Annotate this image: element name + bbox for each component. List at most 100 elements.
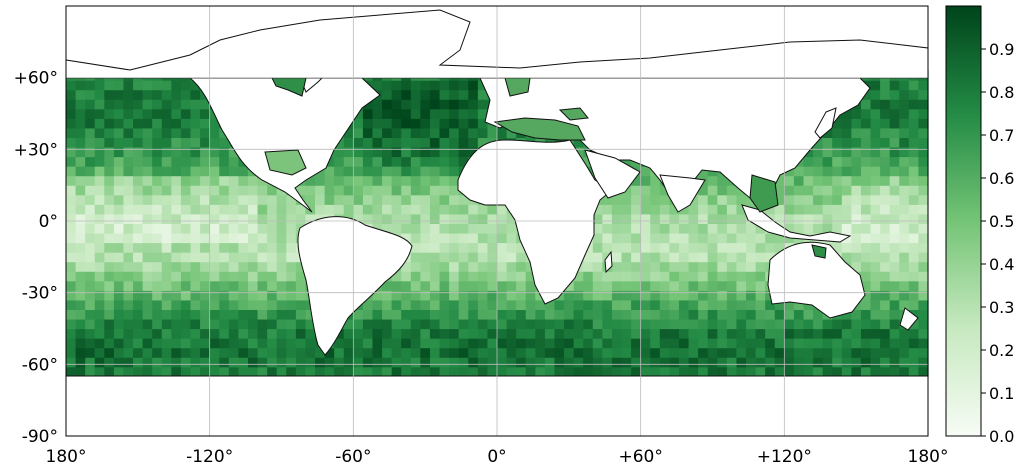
- data-cell: [85, 156, 96, 167]
- data-cell: [123, 194, 134, 205]
- data-cell: [353, 175, 364, 186]
- data-cell: [75, 357, 86, 368]
- data-cell: [391, 118, 402, 129]
- data-cell: [209, 347, 220, 358]
- data-cell: [142, 252, 153, 263]
- data-cell: [564, 309, 575, 320]
- data-cell: [315, 185, 326, 196]
- data-cell: [870, 137, 881, 148]
- data-cell: [104, 223, 115, 234]
- data-cell: [104, 366, 115, 377]
- data-cell: [678, 338, 690, 349]
- data-cell: [85, 299, 96, 310]
- data-cell: [860, 347, 872, 358]
- data-cell: [257, 232, 268, 244]
- data-cell: [841, 108, 852, 119]
- data-cell: [717, 318, 728, 330]
- data-cell: [516, 299, 527, 310]
- data-cell: [353, 328, 364, 339]
- data-cell: [726, 252, 738, 263]
- data-cell: [123, 99, 134, 110]
- data-cell: [784, 299, 795, 310]
- data-cell: [305, 309, 316, 320]
- data-cell: [621, 290, 632, 301]
- data-cell: [142, 261, 153, 272]
- data-cell: [247, 175, 259, 186]
- data-cell: [449, 166, 460, 177]
- data-cell: [803, 318, 814, 330]
- data-cell: [678, 366, 690, 377]
- data-cell: [228, 146, 239, 158]
- data-cell: [219, 347, 230, 358]
- data-cell: [688, 299, 699, 310]
- data-cell: [123, 357, 134, 368]
- data-cell: [516, 242, 527, 253]
- data-cell: [851, 318, 862, 330]
- data-cell: [650, 328, 661, 339]
- data-cell: [94, 185, 105, 196]
- data-cell: [161, 271, 172, 282]
- data-cell: [161, 318, 172, 330]
- data-cell: [113, 309, 125, 320]
- data-cell: [161, 242, 172, 253]
- data-cell: [736, 271, 747, 282]
- data-cell: [94, 118, 105, 129]
- data-cell: [362, 328, 374, 339]
- data-cell: [420, 261, 431, 272]
- data-cell: [908, 366, 920, 377]
- data-cell: [200, 299, 211, 310]
- data-cell: [631, 175, 642, 186]
- data-cell: [573, 290, 584, 301]
- data-cell: [362, 175, 374, 186]
- data-cell: [880, 223, 891, 234]
- data-cell: [267, 261, 278, 272]
- data-cell: [439, 146, 450, 158]
- data-cell: [439, 156, 450, 167]
- data-cell: [420, 185, 431, 196]
- data-cell: [343, 127, 354, 138]
- data-cell: [305, 328, 316, 339]
- data-cell: [669, 280, 680, 291]
- data-cell: [707, 204, 718, 215]
- data-cell: [851, 204, 862, 215]
- data-cell: [286, 309, 297, 320]
- data-cell: [142, 166, 153, 177]
- data-cell: [420, 357, 431, 368]
- data-cell: [698, 357, 709, 368]
- data-cell: [793, 223, 805, 234]
- data-cell: [94, 252, 105, 263]
- data-cell: [621, 252, 632, 263]
- data-cell: [669, 204, 680, 215]
- data-cell: [650, 242, 661, 253]
- data-cell: [133, 242, 144, 253]
- data-cell: [908, 108, 920, 119]
- data-cell: [219, 309, 230, 320]
- data-cell: [362, 146, 374, 158]
- data-cell: [908, 89, 920, 100]
- data-cell: [908, 338, 920, 349]
- data-cell: [908, 156, 920, 167]
- data-cell: [822, 137, 833, 148]
- data-cell: [611, 338, 623, 349]
- data-cell: [841, 175, 852, 186]
- data-cell: [803, 328, 814, 339]
- data-cell: [449, 223, 460, 234]
- data-cell: [180, 347, 192, 358]
- data-cell: [238, 318, 249, 330]
- data-cell: [190, 318, 201, 330]
- data-cell: [841, 318, 852, 330]
- data-cell: [238, 338, 249, 349]
- data-cell: [190, 185, 201, 196]
- data-cell: [449, 127, 460, 138]
- data-cell: [535, 338, 546, 349]
- data-cell: [410, 223, 421, 234]
- data-cell: [564, 318, 575, 330]
- data-cell: [650, 299, 661, 310]
- data-cell: [209, 261, 220, 272]
- data-cell: [516, 366, 527, 377]
- data-cell: [142, 80, 153, 91]
- data-cell: [200, 175, 211, 186]
- data-cell: [228, 338, 239, 349]
- data-cell: [180, 290, 192, 301]
- data-cell: [631, 232, 642, 244]
